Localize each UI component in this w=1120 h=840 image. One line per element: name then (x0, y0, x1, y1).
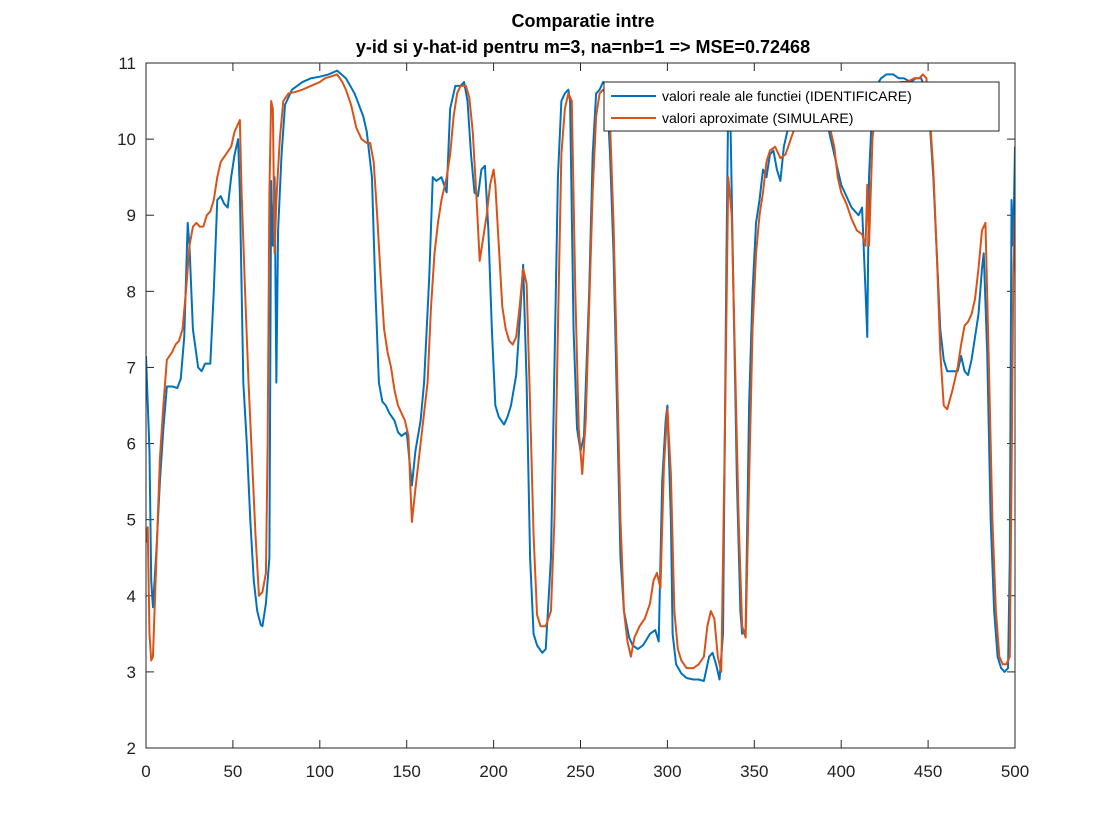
y-tick-label-8: 8 (127, 282, 136, 301)
legend-box (603, 81, 1000, 132)
legend-label-real: valori reale ale functiei (IDENTIFICARE) (662, 88, 912, 104)
y-tick-label-3: 3 (127, 663, 136, 682)
x-tick-label-150: 150 (393, 762, 421, 781)
legend: valori reale ale functiei (IDENTIFICARE)… (603, 81, 1000, 132)
x-tick-label-300: 300 (653, 762, 681, 781)
y-tick-label-7: 7 (127, 358, 136, 377)
y-tick-label-5: 5 (127, 511, 136, 530)
y-tick-label-6: 6 (127, 435, 136, 454)
chart-title-line-1: Comparatie intre (511, 11, 654, 31)
x-tick-label-200: 200 (479, 762, 507, 781)
x-tick-label-100: 100 (306, 762, 334, 781)
x-tick-label-250: 250 (566, 762, 594, 781)
x-tick-label-500: 500 (1001, 762, 1029, 781)
y-tick-label-10: 10 (117, 130, 136, 149)
x-tick-label-0: 0 (141, 762, 150, 781)
chart-title-line-2: y-id si y-hat-id pentru m=3, na=nb=1 => … (356, 37, 810, 57)
y-tick-label-2: 2 (127, 739, 136, 758)
axis-ticks: 0 50 100 150 200 250 300 350 400 450 500 2 3 4 5 6 7 8 9 10… (117, 54, 1029, 781)
y-tick-label-9: 9 (127, 206, 136, 225)
plot-area-border (145, 62, 1016, 749)
y-tick-label-11: 11 (118, 54, 136, 73)
x-tick-label-450: 450 (914, 762, 942, 781)
legend-label-simulated: valori aproximate (SIMULARE) (662, 110, 853, 126)
x-tick-label-50: 50 (223, 762, 242, 781)
series-line-simulated (146, 73, 1015, 673)
x-tick-label-350: 350 (740, 762, 768, 781)
y-tick-label-4: 4 (127, 587, 136, 606)
x-tick-label-400: 400 (827, 762, 855, 781)
